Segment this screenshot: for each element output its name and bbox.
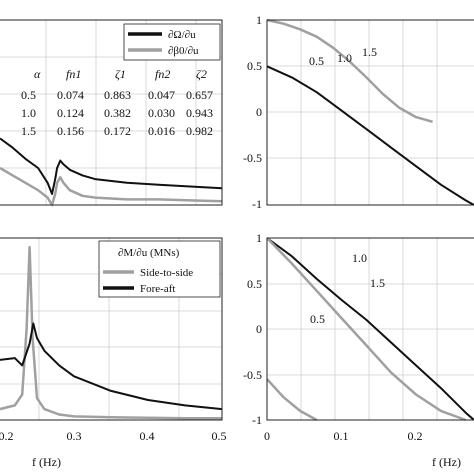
series-line-side-to-side — [0, 245, 222, 420]
legend-bottom-left: ∂M/∂u (MNs) Side-to-side Fore-aft — [98, 240, 221, 298]
table-cell: 0.657 — [186, 88, 213, 102]
x-tick-label: 0.3 — [67, 429, 82, 443]
series-group-bottom-left — [0, 245, 223, 420]
x-tick-label: 0.2 — [0, 429, 14, 443]
axes-frame-bottom-right — [266, 237, 474, 421]
table-header-zeta1: ζ1 — [115, 67, 126, 81]
axes-frame-top-right — [266, 19, 474, 206]
series-group-top-right — [266, 18, 474, 206]
legend-label: ∂β0/∂u — [168, 45, 199, 57]
table-header-fn2: fn2 — [155, 67, 170, 81]
y-tick-label: 0 — [256, 322, 262, 336]
x-axis-label: f (Hz) — [32, 455, 61, 469]
panel-top-left: α fn1 ζ1 fn2 ζ2 0.5 0.074 0.863 0.047 0.… — [0, 19, 223, 207]
table-cell: 0.382 — [104, 106, 131, 120]
panel-bottom-right: 1 0.5 0 -0.5 -1 0 0.1 0.2 f (Hz) 1.0 1.5… — [243, 231, 474, 469]
x-axis-label: f (Hz) — [432, 455, 461, 469]
y-tick-label: -0.5 — [243, 368, 262, 382]
series-group-bottom-right — [266, 237, 474, 422]
table-header-alpha: α — [34, 67, 41, 81]
x-tick-label: 0.5 — [212, 429, 227, 443]
grid-bottom-right — [267, 238, 474, 420]
parameter-table: α fn1 ζ1 fn2 ζ2 0.5 0.074 0.863 0.047 0.… — [21, 67, 213, 138]
series-line-curve-0 — [266, 237, 474, 421]
series-line-curve-1 — [266, 237, 467, 422]
y-tick-label: 0.5 — [247, 277, 262, 291]
legend-top-left: ∂Ω/∂u ∂β0/∂u — [123, 23, 221, 61]
series-line-curve-0 — [266, 65, 474, 206]
table-cell: 0.047 — [148, 88, 175, 102]
panel-bottom-left: 0.2 0.3 0.4 0.5 f (Hz) ∂M/∂u (MNs) Side-… — [0, 237, 227, 469]
legend-title: ∂M/∂u (MNs) — [118, 247, 180, 259]
y-tick-label: -0.5 — [243, 151, 262, 165]
y-tick-label: -1 — [252, 413, 262, 427]
legend-label: Fore-aft — [140, 283, 175, 295]
legend-box — [123, 23, 221, 61]
axes-frame-top-left — [0, 19, 223, 206]
x-tick-label: 0.4 — [140, 429, 155, 443]
table-cell: 0.016 — [148, 124, 175, 138]
y-tick-label: 0.5 — [247, 59, 262, 73]
table-cell: 0.5 — [21, 88, 36, 102]
series-line--0-u — [0, 166, 223, 207]
y-tick-label: 1 — [256, 231, 262, 245]
table-header-fn1: fn1 — [66, 67, 81, 81]
y-tick-label: 0 — [256, 105, 262, 119]
curve-annotation: 1.0 — [337, 51, 352, 65]
curve-annotation: 1.0 — [352, 251, 367, 265]
table-cell: 0.172 — [104, 124, 131, 138]
x-tick-label: 0.2 — [408, 429, 423, 443]
series-line--u — [0, 137, 223, 195]
curve-annotation: 0.5 — [309, 54, 324, 68]
table-cell: 0.030 — [148, 106, 175, 120]
curve-annotation: 1.5 — [362, 45, 377, 59]
y-tick-label: 1 — [256, 13, 262, 27]
table-header-zeta2: ζ2 — [196, 67, 207, 81]
table-cell: 0.863 — [104, 88, 131, 102]
legend-label: ∂Ω/∂u — [168, 29, 196, 41]
table-cell: 0.074 — [57, 88, 84, 102]
series-line-curve-1 — [266, 18, 433, 124]
table-cell: 1.5 — [21, 124, 36, 138]
legend-label: Side-to-side — [140, 267, 193, 279]
y-tick-label: -1 — [252, 197, 262, 211]
x-tick-label: 0.1 — [334, 429, 349, 443]
table-cell: 1.0 — [21, 106, 36, 120]
table-cell: 0.124 — [57, 106, 84, 120]
series-group-top-left — [0, 137, 223, 207]
curve-annotation: 0.5 — [310, 312, 325, 326]
axes-frame-bottom-left — [0, 237, 223, 421]
table-cell: 0.982 — [186, 124, 213, 138]
table-cell: 0.156 — [57, 124, 84, 138]
x-tick-label: 0 — [264, 429, 270, 443]
panel-top-right: 1 0.5 0 -0.5 -1 0.5 1.0 1.5 — [243, 13, 474, 211]
series-line-curve-2 — [266, 378, 318, 422]
curve-annotation: 1.5 — [370, 276, 385, 290]
series-line-fore-aft — [0, 322, 223, 411]
table-cell: 0.943 — [186, 106, 213, 120]
